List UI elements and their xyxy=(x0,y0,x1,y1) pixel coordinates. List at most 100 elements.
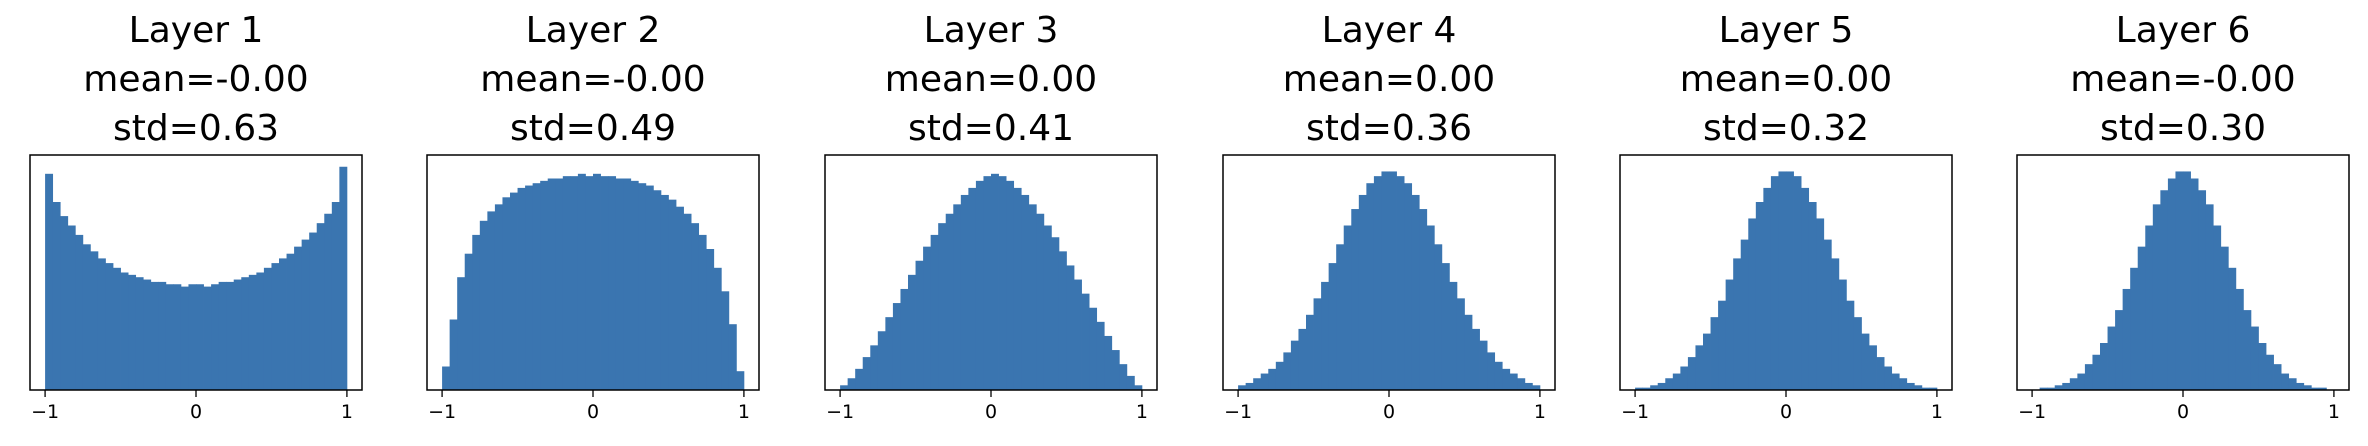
bar xyxy=(615,178,624,390)
bar xyxy=(2281,373,2290,390)
bar xyxy=(2092,354,2101,390)
bar xyxy=(120,272,129,390)
bar xyxy=(2258,343,2267,390)
bar xyxy=(1283,352,1292,390)
bar xyxy=(1081,293,1090,390)
bar xyxy=(2296,382,2305,390)
bar xyxy=(1740,239,1749,390)
bar xyxy=(1838,279,1847,390)
bar xyxy=(324,213,333,390)
bar xyxy=(2318,387,2327,390)
bar xyxy=(1434,244,1443,390)
bar xyxy=(855,368,864,390)
bar xyxy=(2175,171,2184,390)
bar xyxy=(1411,194,1420,390)
bar xyxy=(2084,364,2093,390)
annotation: std=0.32 xyxy=(1703,108,1869,149)
bar xyxy=(570,176,579,390)
bar xyxy=(1245,382,1254,390)
bar xyxy=(1725,279,1734,390)
bar xyxy=(1051,237,1060,390)
bar xyxy=(2190,178,2199,390)
bar xyxy=(2167,178,2176,390)
bar xyxy=(2243,310,2252,390)
bar xyxy=(2250,326,2259,390)
bar xyxy=(1058,251,1067,390)
bar xyxy=(248,274,257,390)
bar xyxy=(2235,288,2244,390)
bar xyxy=(847,378,856,390)
bar xyxy=(1733,258,1742,390)
bar xyxy=(1748,218,1757,390)
bar xyxy=(577,173,586,390)
bar xyxy=(1351,209,1360,390)
bar xyxy=(840,385,849,390)
bar xyxy=(983,176,992,390)
bar xyxy=(547,178,556,390)
bar xyxy=(173,284,182,390)
bar xyxy=(1876,357,1885,390)
bar xyxy=(67,225,76,390)
bar xyxy=(2266,354,2274,390)
x-tick-label: 1 xyxy=(1931,401,1943,423)
bar xyxy=(2198,190,2207,390)
x-tick-label: −1 xyxy=(2018,401,2046,423)
bar xyxy=(998,176,1007,390)
bar xyxy=(1487,352,1496,390)
bar xyxy=(449,319,458,390)
bar xyxy=(1770,176,1779,390)
bar xyxy=(691,223,700,390)
bar xyxy=(2183,171,2191,390)
bar xyxy=(316,223,325,390)
bar xyxy=(2273,364,2282,390)
annotation: mean=0.00 xyxy=(885,59,1097,100)
bar xyxy=(1111,350,1120,390)
chart-title: Layer 3 xyxy=(924,10,1059,51)
bar xyxy=(1680,366,1689,390)
bar xyxy=(1687,357,1696,390)
bar xyxy=(1710,317,1719,390)
bar xyxy=(2039,387,2048,390)
x-tick-label: 0 xyxy=(1780,401,1792,423)
bar xyxy=(1074,279,1082,390)
bar xyxy=(653,190,662,390)
bar xyxy=(1635,387,1644,390)
bar xyxy=(510,192,518,390)
x-tick-label: −1 xyxy=(31,401,59,423)
bar xyxy=(2303,385,2312,390)
bar xyxy=(2115,310,2124,390)
bar xyxy=(233,279,242,390)
bar xyxy=(1517,378,1526,390)
bar xyxy=(540,180,549,390)
bar xyxy=(721,291,730,390)
chart-title: Layer 1 xyxy=(129,10,264,51)
bar xyxy=(97,258,106,390)
bar xyxy=(286,253,295,390)
annotation: mean=0.00 xyxy=(1283,59,1495,100)
bar xyxy=(1703,333,1711,390)
bar xyxy=(555,178,564,390)
bar xyxy=(226,281,235,390)
bar xyxy=(938,223,947,390)
bar xyxy=(1861,333,1870,390)
bar xyxy=(218,281,227,390)
bar xyxy=(105,263,114,390)
bar xyxy=(1336,244,1345,390)
x-tick-label: 0 xyxy=(985,401,997,423)
bar xyxy=(1298,328,1307,390)
bar xyxy=(1464,314,1473,390)
bar xyxy=(339,166,348,390)
bar xyxy=(457,277,466,390)
bar xyxy=(1358,194,1367,390)
bar xyxy=(150,281,159,390)
bar xyxy=(309,232,318,390)
bar xyxy=(135,277,144,390)
x-tick-label: 0 xyxy=(190,401,202,423)
bar xyxy=(301,239,310,390)
bar xyxy=(1456,298,1465,390)
bar xyxy=(113,267,121,390)
bar xyxy=(1524,382,1533,390)
chart-title: Layer 6 xyxy=(2116,10,2251,51)
bar xyxy=(211,284,220,390)
bar xyxy=(1921,387,1930,390)
